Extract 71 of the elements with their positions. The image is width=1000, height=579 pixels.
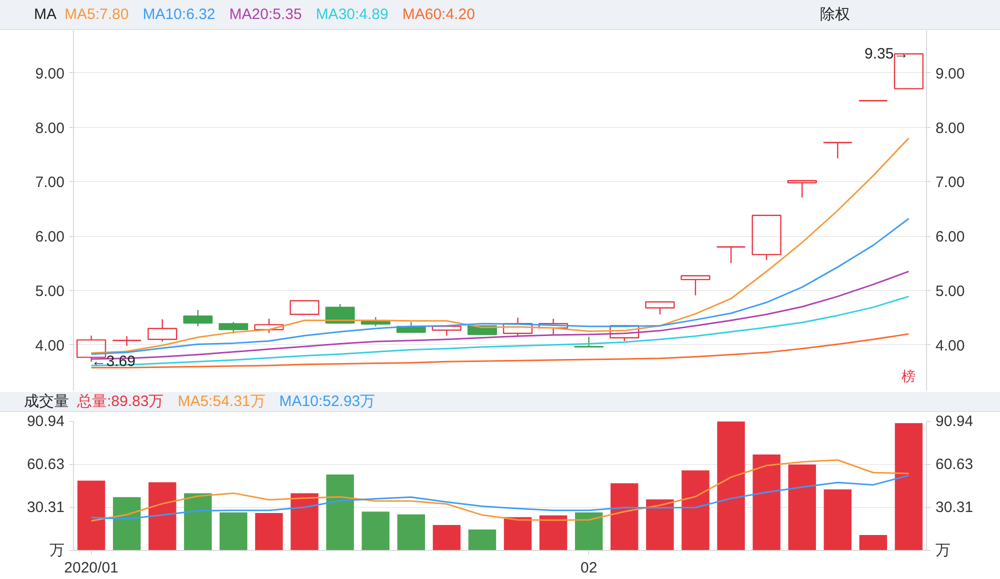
y-tick-label: 7.00 [35,174,65,192]
y2-tick-label: 7.00 [936,174,965,192]
y2-tick-label: 6.00 [936,228,965,246]
bar [184,493,212,550]
bar [646,499,674,550]
bar [682,470,710,550]
bar [112,497,141,550]
bar [326,474,354,550]
y-tick-label: 9.00 [35,65,65,82]
candlestick [716,246,746,264]
y2-tick-label: 30.31 [936,499,974,516]
y-tick-label: 60.63 [26,456,65,473]
y2-tick-label: 4.00 [936,337,965,354]
bar [255,513,283,550]
y-tick-label: 30.31 [26,499,65,516]
bar [290,493,318,550]
candlestick [680,275,710,296]
chart-title: 成交量 [24,392,69,412]
annotation: 9.35→ [864,45,909,62]
bar [788,464,816,550]
text: 总量:89.83万 [77,392,164,412]
y2-tick-label: 万 [936,542,950,559]
candlestick [290,300,320,315]
bar [362,512,390,550]
y2-tick-label: 60.63 [936,456,974,473]
bar [717,422,745,550]
text: MA5:7.80 [64,4,129,24]
text: MA60:4.20 [402,4,475,24]
bar [574,512,603,550]
text: 除权 [820,4,850,24]
y2-tick-label: 5.00 [936,282,965,300]
y-tick-label: 90.94 [26,413,65,430]
text: MA30:4.89 [316,4,388,24]
text: MA10:52.93万 [279,392,376,412]
line-series [90,459,910,522]
text: MA10:6.32 [142,4,216,24]
bar [468,530,496,550]
bar [432,524,461,550]
y-tick-label: 5.00 [35,282,65,300]
candlestick [822,142,853,159]
bar [504,517,532,550]
line-series [90,474,910,520]
line-series [90,333,910,368]
x-tick-label: 02 [580,560,598,576]
bar [824,489,852,550]
bar [859,535,888,550]
text: MA20:5.35 [229,4,302,24]
y-tick-label: 4.00 [35,337,65,354]
y2-tick-label: 9.00 [936,65,965,82]
y-tick-label: 万 [50,542,64,559]
x-tick-label: 2020/01 [64,560,118,576]
candlestick [112,336,142,347]
bar [610,483,638,550]
y2-tick-label: 90.94 [936,413,974,430]
bar [148,482,176,550]
bar [397,514,426,550]
text: MA5:54.31万 [178,392,266,412]
bar [77,480,106,550]
candlestick [574,336,604,348]
bar [894,423,923,550]
annotation: 榜 [902,368,916,384]
y2-tick-label: 8.00 [936,120,965,137]
candlestick [432,326,462,336]
y-tick-label: 8.00 [35,120,65,137]
chart-title: MA [34,4,56,24]
bar [220,512,248,550]
y-tick-label: 6.00 [35,228,65,246]
bar [539,515,568,550]
line-series [90,296,910,366]
candlestick [787,180,817,198]
bar [752,454,780,550]
